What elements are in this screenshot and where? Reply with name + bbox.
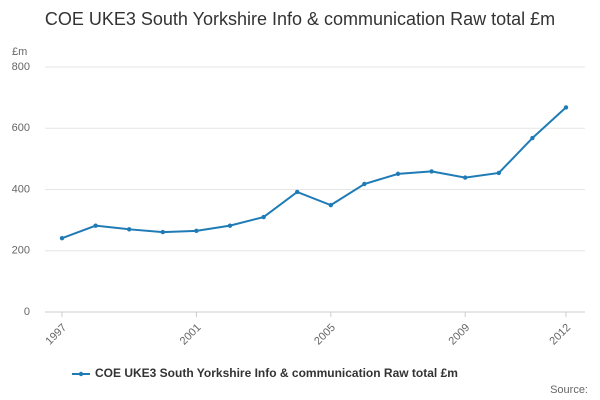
point — [295, 189, 300, 195]
x-tick-label: 2005 — [312, 322, 338, 348]
point — [328, 202, 333, 208]
legend-marker — [78, 371, 84, 377]
point — [429, 169, 434, 174]
point — [227, 223, 233, 228]
point — [463, 175, 468, 180]
x-tick-label: 2012 — [547, 322, 573, 348]
point — [395, 171, 401, 177]
line — [61, 106, 567, 240]
chart-title: COE UKE3 South Yorkshire Info & communic… — [44, 9, 556, 29]
point — [496, 170, 501, 176]
y-tick-label: 800 — [12, 61, 30, 73]
point — [93, 223, 98, 228]
x-tick-label: 1997 — [43, 322, 69, 348]
point — [127, 227, 132, 232]
x-tick-label: 2009 — [447, 322, 473, 348]
legend-label: COE UKE3 South Yorkshire Info & communic… — [95, 366, 458, 380]
y-tick-label: 0 — [24, 306, 30, 318]
point — [563, 105, 569, 110]
point — [362, 181, 367, 187]
point — [59, 235, 65, 241]
point — [261, 214, 266, 220]
point — [160, 229, 165, 235]
source: Source: — [550, 384, 588, 396]
y-axis-label: £m — [12, 46, 27, 58]
x-tick-label: 2001 — [178, 322, 204, 348]
y-tick-label: 200 — [12, 245, 30, 257]
point — [530, 135, 535, 141]
point — [194, 228, 199, 234]
y-tick-label: 400 — [12, 183, 30, 195]
y-tick-label: 600 — [12, 122, 30, 134]
